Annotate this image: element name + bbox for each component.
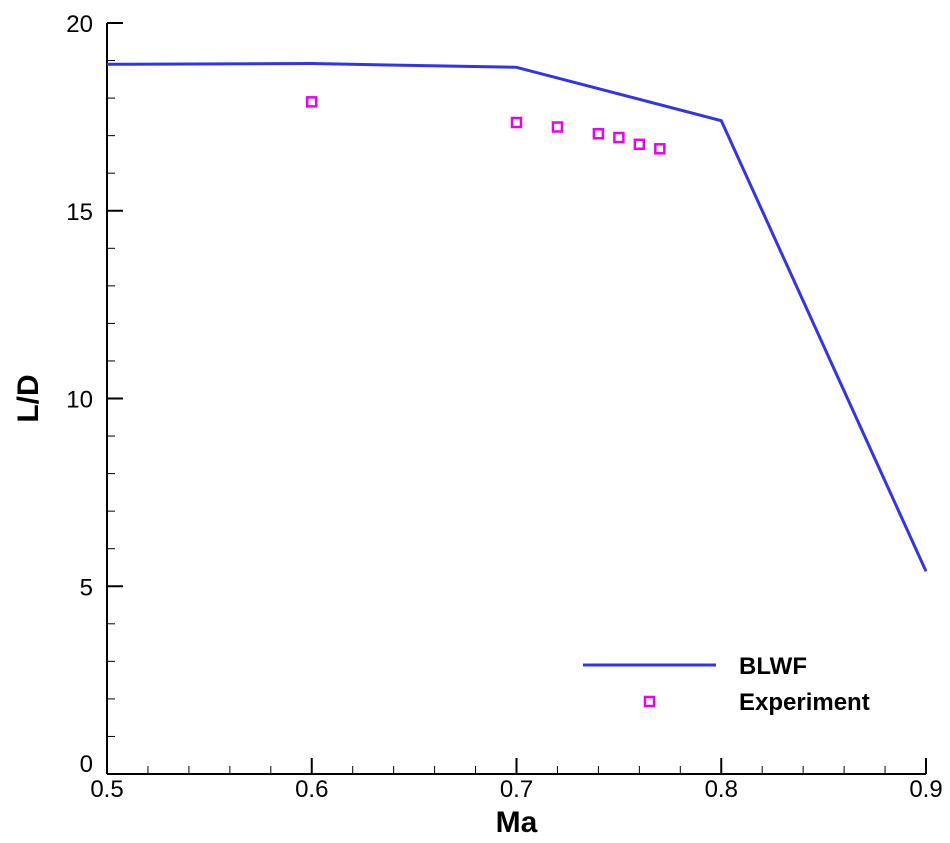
- legend-label-blwf: BLWF: [739, 653, 807, 680]
- x-tick-label: 0.9: [909, 776, 942, 803]
- x-tick-label: 0.8: [705, 776, 738, 803]
- x-tick-label: 0.7: [500, 776, 533, 803]
- x-ticks: 0.5 0.6 0.7 0.8 0.9: [90, 758, 943, 803]
- experiment-point: [306, 96, 318, 108]
- experiment-point: [592, 128, 605, 140]
- y-tick-label: 0: [80, 751, 93, 778]
- y-tick-label: 10: [66, 387, 93, 414]
- experiment-point: [613, 131, 625, 144]
- experiment-point: [551, 121, 564, 133]
- x-tick-label: 0.6: [295, 776, 328, 803]
- x-axis-title: Ma: [496, 806, 538, 839]
- y-tick-label: 15: [66, 199, 93, 226]
- legend-label-experiment: Experiment: [739, 689, 870, 716]
- x-tick-label: 0.5: [90, 776, 123, 803]
- legend-swatch-experiment: [643, 695, 656, 708]
- legend: BLWF Experiment: [583, 653, 870, 716]
- experiment-point: [633, 138, 646, 151]
- experiment-point: [654, 143, 666, 155]
- y-tick-label: 5: [80, 574, 93, 601]
- y-ticks: 0 5 10 15 20: [66, 11, 123, 778]
- series-line-blwf: [106, 62, 928, 572]
- series-layer: [106, 62, 928, 572]
- y-tick-label: 20: [66, 11, 93, 38]
- experiment-point: [510, 116, 523, 129]
- minor-ticks: [107, 60, 886, 774]
- y-axis-title: L/D: [12, 374, 45, 422]
